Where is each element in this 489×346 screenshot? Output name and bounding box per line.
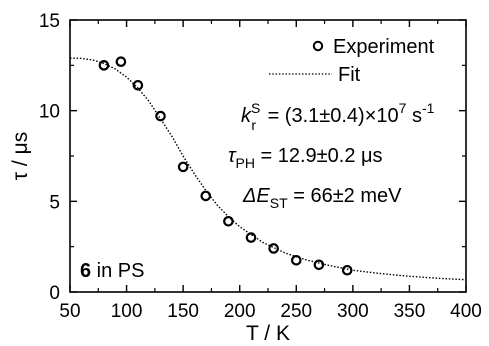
x-axis-ticks: 50 100 150 200 250 300 350 400: [59, 20, 482, 322]
x-tick-label: 400: [450, 301, 482, 322]
annotation-tau-ph: τPH = 12.9±0.2 μs: [228, 145, 383, 171]
annotation-delta-e-st: ΔEST = 66±2 meV: [242, 185, 402, 211]
data-point: [290, 254, 302, 266]
x-tick-label: 150: [167, 301, 199, 322]
y-axis-title: τ / μs: [9, 132, 32, 180]
x-tick-label: 350: [394, 301, 426, 322]
annotation-sample: 6 in PS: [80, 260, 144, 282]
data-point: [132, 79, 144, 91]
data-point: [245, 232, 257, 243]
x-tick-label: 300: [337, 301, 369, 322]
legend-fit-label: Fit: [338, 64, 361, 86]
data-point: [98, 60, 110, 71]
legend-experiment-label: Experiment: [333, 36, 435, 58]
data-point: [223, 215, 234, 227]
annotation-kr: kS r = (3.1±0.4)×107 s-1: [241, 100, 435, 133]
experiment-series: [98, 56, 353, 276]
data-point: [313, 259, 325, 271]
fit-series: [69, 57, 467, 281]
x-tick-label: 50: [59, 301, 80, 322]
legend-experiment-marker: [312, 40, 324, 52]
y-tick-label: 5: [49, 192, 60, 213]
fit-line: [69, 57, 467, 281]
y-tick-label: 10: [39, 102, 60, 123]
data-point: [155, 110, 166, 122]
x-tick-label: 250: [280, 301, 312, 322]
data-point: [341, 264, 353, 276]
x-tick-label: 100: [111, 301, 143, 322]
y-tick-label: 15: [39, 11, 60, 32]
y-tick-label: 0: [49, 283, 60, 304]
data-point: [268, 243, 279, 254]
data-point: [115, 56, 127, 68]
data-point: [200, 190, 212, 202]
x-axis-title: T / K: [246, 322, 290, 345]
y-axis-ticks: 0 5 10 15: [39, 11, 466, 304]
x-tick-label: 200: [224, 301, 256, 322]
legend: Experiment Fit: [269, 36, 435, 86]
data-point: [177, 161, 189, 173]
